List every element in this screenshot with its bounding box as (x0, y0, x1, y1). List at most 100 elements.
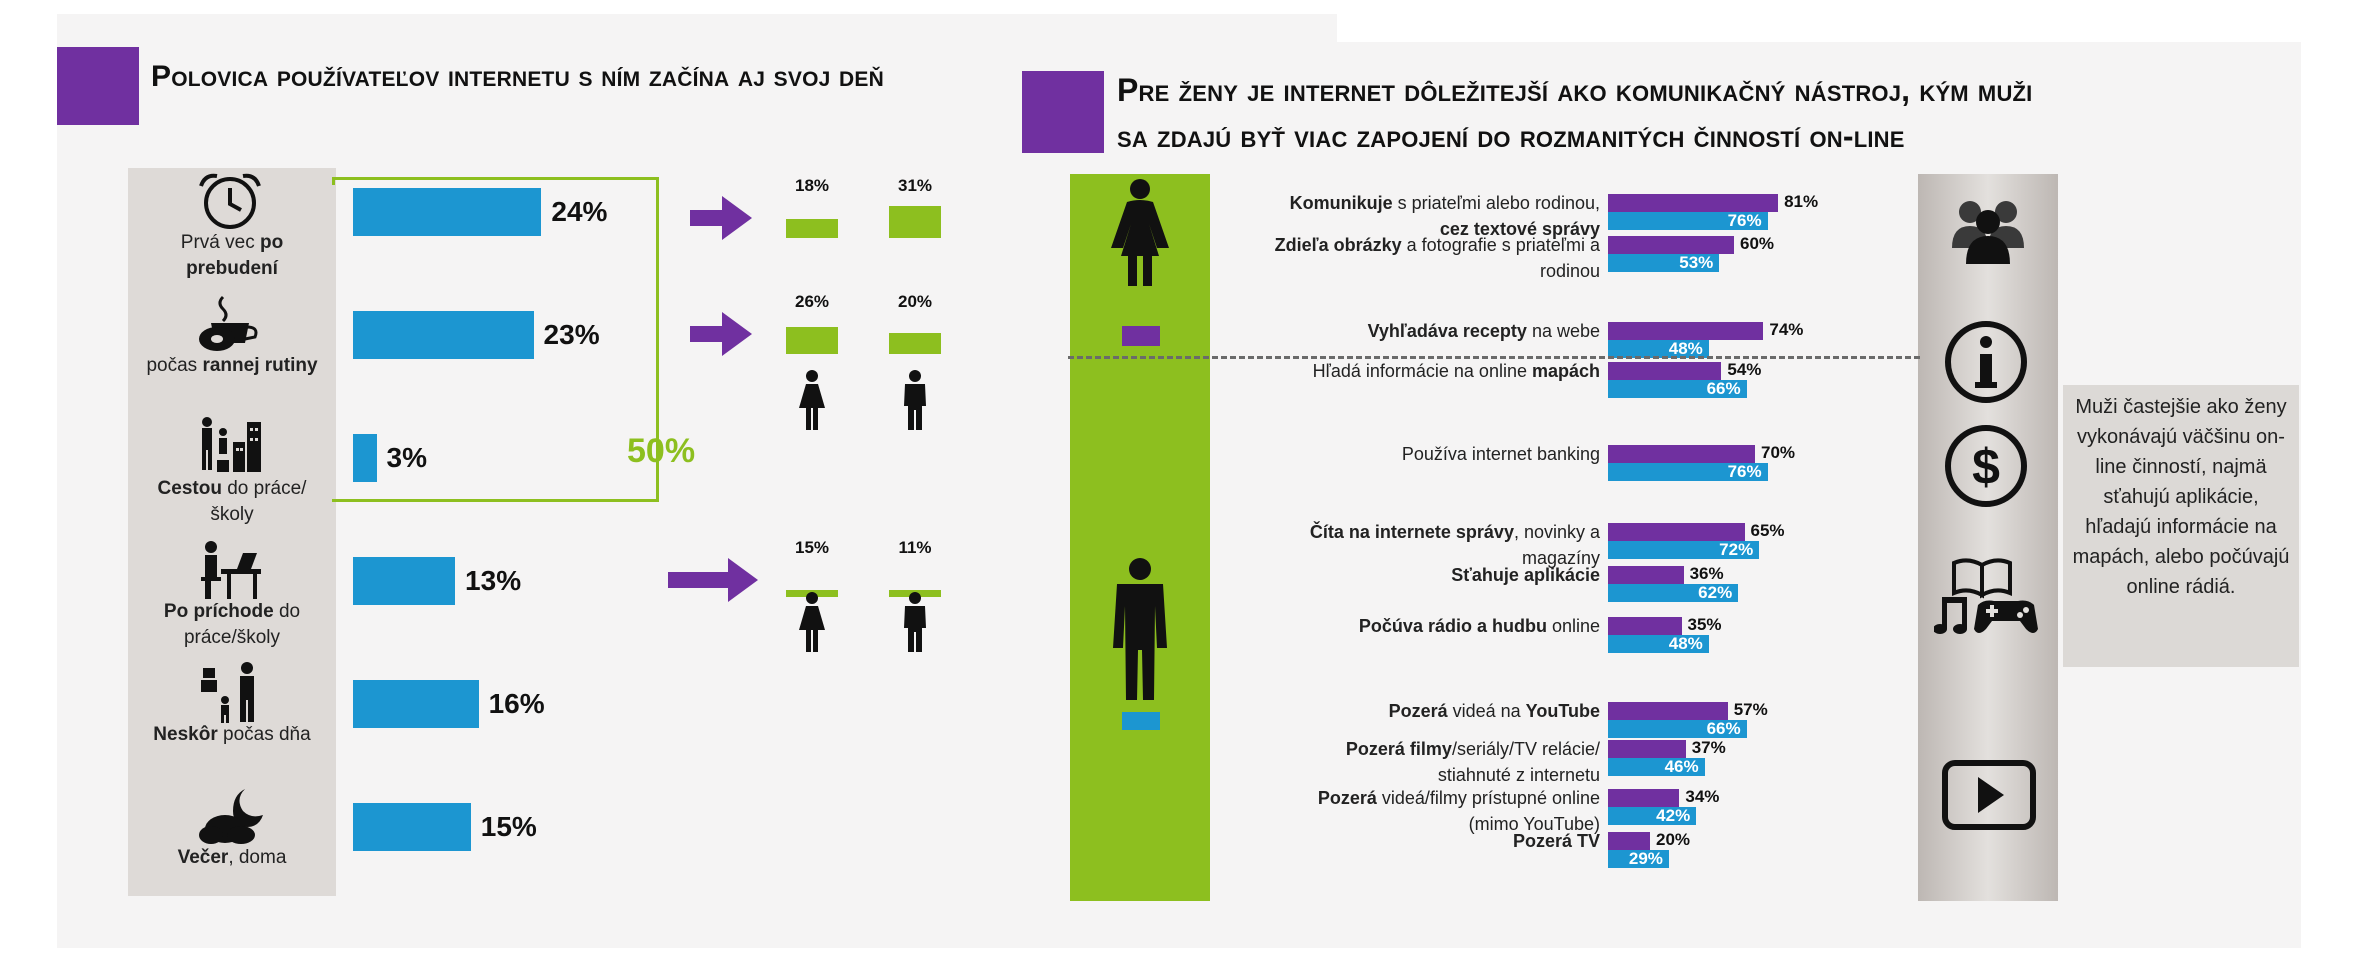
time-bar (353, 188, 542, 236)
row-label-bold: Po príchode (163, 601, 274, 622)
activity-label-line2: (mimo YouTube) (1210, 811, 1600, 837)
time-bar (353, 680, 479, 728)
men-value: 62% (1698, 583, 1733, 602)
men-bar (889, 206, 941, 238)
women-value: 54% (1727, 360, 1762, 379)
women-value: 36% (1689, 564, 1724, 583)
left-label-column (128, 168, 336, 896)
info-icon (1944, 320, 2028, 404)
women-value: 20% (1656, 830, 1691, 849)
woman-icon (797, 370, 827, 432)
svg-text:$: $ (1972, 439, 2000, 495)
video-play-icon (1942, 760, 2036, 830)
activity-label-line1: Pozerá TV (1210, 828, 1600, 854)
activity-label: Pozerá videá/filmy prístupné online (mimo… (1210, 785, 1600, 837)
women-value: 26% (794, 292, 830, 311)
time-bar (353, 803, 471, 851)
book-music-gamepad-icon (1934, 555, 2038, 641)
activity-label-part: Hľadá informácie na online (1312, 361, 1532, 381)
coffee-cup-icon (197, 293, 267, 355)
activity-label: Sťahuje aplikácie (1210, 562, 1600, 588)
activity-label-line1: Pozerá videá/filmy prístupné online (1210, 785, 1600, 811)
activity-label-line1: Číta na internete správy, novinky a (1210, 519, 1600, 545)
first-half-bracket (332, 177, 659, 502)
activity-label-line1: Komunikuje s priateľmi alebo rodinou, (1210, 190, 1600, 216)
activity-label: Pozerá TV (1210, 828, 1600, 854)
men-bar (1608, 758, 1705, 776)
activity-label-line2: cez textové správy (1210, 216, 1600, 242)
activity-label-part: videá/filmy prístupné online (1376, 788, 1600, 808)
row-label: Neskôr počas dňa (146, 722, 318, 748)
right-title-line1: Pre ženy je internet dôležitejší ako kom… (1117, 72, 2033, 108)
men-bar (1608, 340, 1709, 358)
men-bar (1608, 212, 1768, 230)
women-bar (1608, 523, 1745, 541)
women-value: 18% (794, 176, 830, 195)
people-icon (1948, 196, 2028, 266)
time-bar-label: 16% (488, 688, 545, 719)
woman-icon (797, 592, 827, 654)
man-icon (902, 370, 928, 432)
men-value: 76% (1727, 211, 1762, 230)
row-label-bold: Cestou (157, 478, 222, 499)
men-bar (1608, 850, 1669, 868)
men-value: 11% (898, 538, 932, 557)
bracket-top-left (332, 177, 335, 185)
dashed-divider (1068, 356, 1920, 359)
row-label-bold: Neskôr (153, 724, 218, 745)
activity-label-part: Vyhľadáva recepty (1367, 321, 1527, 341)
desk-worker-icon (197, 539, 267, 601)
row-label-bold: po prebudení (186, 232, 284, 279)
men-value: 29% (1628, 849, 1663, 868)
activity-label-part: a fotografie s priateľmi a (1401, 235, 1600, 255)
row-label-post: do práce/školy (183, 601, 301, 648)
women-value: 15% (794, 538, 830, 557)
row-label-post: do práce/školy (210, 478, 307, 525)
women-bar (1608, 566, 1684, 584)
activity-label: Pozerá videá na YouTube (1210, 698, 1600, 724)
activity-label-line1: Vyhľadáva recepty na webe (1210, 318, 1600, 344)
activity-label-line2: stiahnuté z internetu (1210, 762, 1600, 788)
activity-label-part: Zdieľa obrázky (1274, 235, 1402, 255)
women-bar (1608, 445, 1755, 463)
men-bar (1608, 584, 1739, 602)
activity-label-part: Pozerá filmy (1345, 739, 1452, 759)
women-legend-swatch (1122, 326, 1160, 346)
men-value: 20% (897, 292, 933, 311)
man-large-icon (1107, 558, 1173, 703)
activity-label-part: Číta na internete správy (1309, 522, 1514, 542)
time-bar-label: 23% (543, 319, 600, 350)
women-bar (1608, 362, 1722, 380)
men-value: 72% (1719, 540, 1754, 559)
row-label-pre: Prvá vec (180, 232, 260, 253)
activity-label-line2: rodinou (1210, 258, 1600, 284)
women-bar (1608, 789, 1680, 807)
time-bar (353, 557, 456, 605)
men-bar (889, 333, 941, 354)
men-value: 53% (1679, 253, 1714, 272)
row-label: Po príchode do práce/školy (146, 599, 318, 651)
night-cloud-moon-icon (197, 785, 267, 847)
dollar-icon: $ (1944, 424, 2028, 508)
right-title-marker (1022, 71, 1104, 153)
activity-label-line1: Počúva rádio a hudbu online (1210, 613, 1600, 639)
arrow-icon (668, 558, 758, 602)
row-label: Prvá vec po prebudení (146, 230, 318, 282)
activity-label: Vyhľadáva recepty na webe (1210, 318, 1600, 344)
women-bar (786, 327, 838, 354)
row-label: Cestou do práce/školy (146, 476, 318, 528)
activity-label-part: rodinou (1539, 261, 1600, 281)
women-value: 65% (1750, 521, 1785, 540)
activity-label-line1: Zdieľa obrázky a fotografie s priateľmi … (1210, 232, 1600, 258)
activity-label-line1: Hľadá informácie na online mapách (1210, 358, 1600, 384)
row-label-bold: Večer (177, 847, 229, 868)
activity-label-part: s priateľmi alebo rodinou, (1392, 193, 1600, 213)
women-value: 81% (1784, 192, 1819, 211)
activity-label-line1: Pozerá videá na YouTube (1210, 698, 1600, 724)
activity-label: Komunikuje s priateľmi alebo rodinou, cez… (1210, 190, 1600, 242)
time-bar (353, 311, 534, 359)
arrow-icon (690, 196, 752, 240)
time-bar-label: 13% (465, 565, 522, 596)
right-title-line2: sa zdajú byť viac zapojení do rozmanitýc… (1117, 118, 1905, 154)
men-value: 48% (1668, 634, 1703, 653)
